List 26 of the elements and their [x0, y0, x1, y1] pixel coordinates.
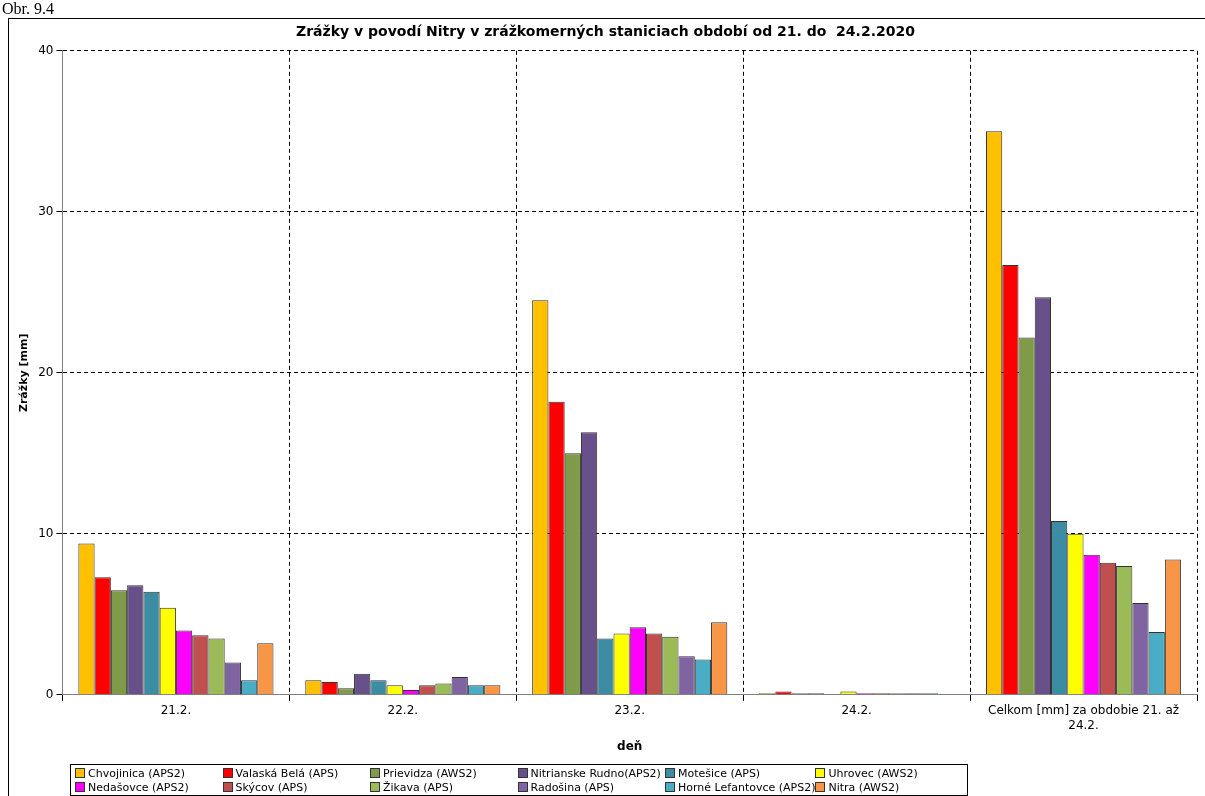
y-tick-label: 10	[38, 525, 54, 540]
legend-label: Nitra (AWS2)	[828, 780, 900, 794]
y-axis-title: Zrážky [mm]	[17, 333, 31, 413]
x-axis-title: deň	[617, 738, 643, 753]
x-tick-label: 21.2.	[160, 703, 192, 718]
y-tick-label: 30	[38, 203, 54, 218]
legend-label: Žikava (APS)	[383, 780, 453, 794]
x-tick-label: 24.2.	[841, 703, 872, 718]
legend-label: Valaská Belá (APS)	[235, 766, 339, 780]
legend-label: Chvojinica (APS2)	[88, 766, 186, 780]
y-tick-label: 40	[38, 42, 54, 57]
y-tick-label: 0	[45, 686, 54, 701]
legend-label: Prievidza (AWS2)	[383, 766, 477, 780]
legend-label: Motešice (APS)	[678, 766, 761, 780]
x-tick-label: 22.2.	[387, 703, 419, 718]
legend-label: Horné Lefantovce (APS2)	[678, 780, 816, 794]
y-tick-label: 20	[38, 364, 54, 379]
x-tick-label: 23.2.	[614, 703, 646, 718]
legend-label: Radošina (APS)	[530, 780, 615, 794]
legend-label: Nitrianske Rudno(APS2)	[530, 766, 661, 780]
text: Obr. 9.4	[2, 0, 54, 17]
legend-label: Nedašovce (APS2)	[88, 780, 189, 794]
legend-label: Skýcov (APS)	[235, 780, 308, 794]
chart-title: Zrážky v povodí Nitry v zrážkomerných staniciach období od 21. do 24.2.2020	[296, 23, 916, 40]
legend-label: Uhrovec (AWS2)	[828, 766, 918, 780]
x-tick-label: Celkom [mm] za obdobie 21. až 24.2.	[987, 703, 1180, 732]
